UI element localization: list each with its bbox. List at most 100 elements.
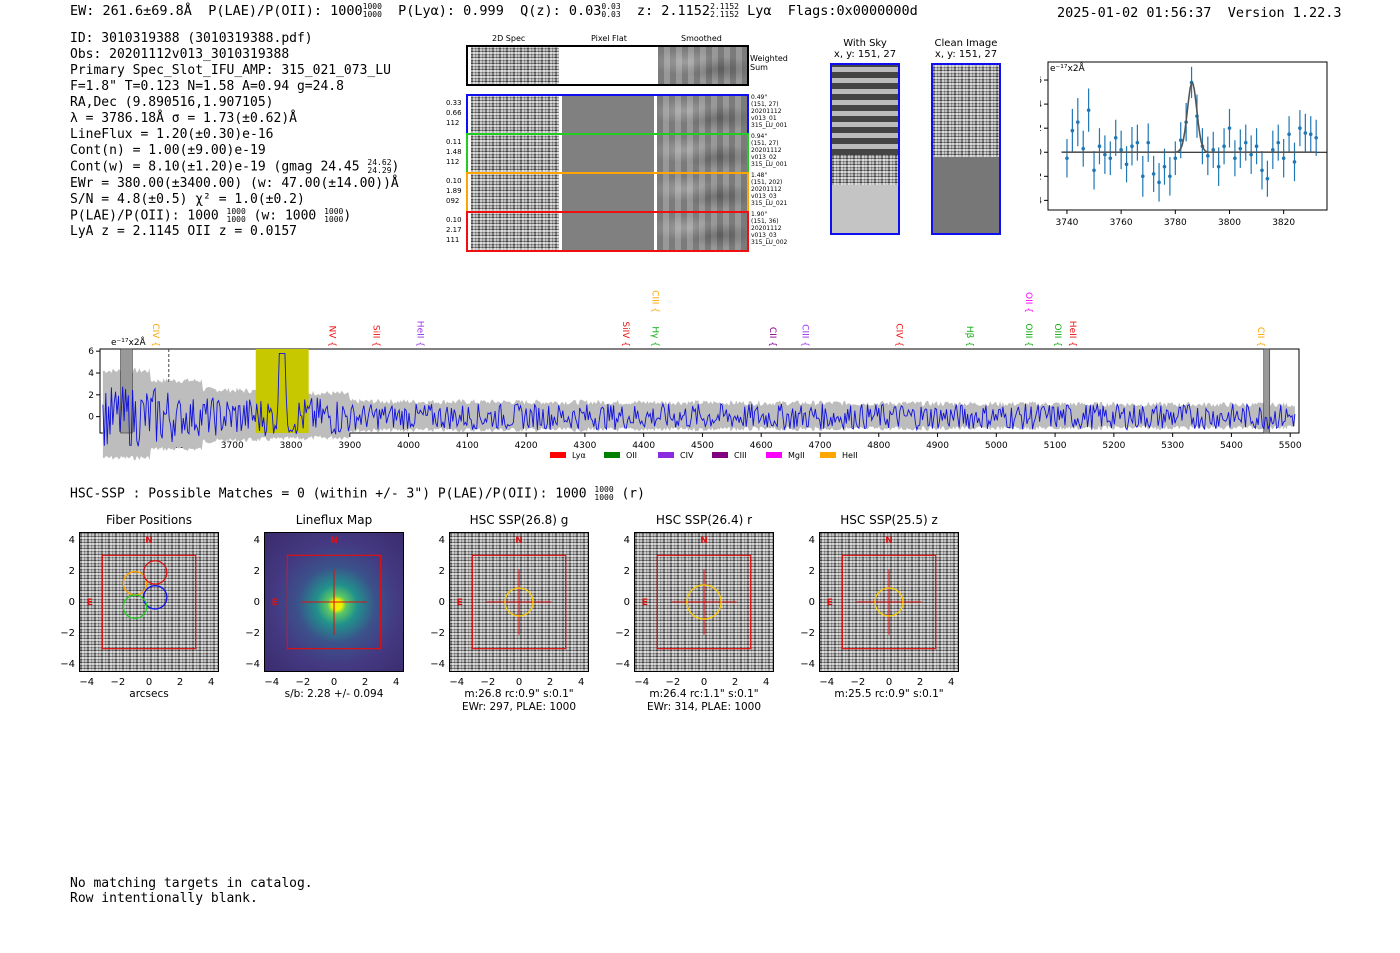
north-label: N [330, 536, 338, 546]
full-x-tick-label: 5400 [1220, 441, 1243, 451]
hsc-y-tick-label: 2 [69, 566, 75, 577]
cutout-right-value: 315_LU_021 [751, 200, 788, 207]
east-label: E [827, 598, 833, 608]
zoom-data-point [1113, 136, 1118, 140]
full-y-tick-label: 0 [88, 413, 94, 423]
info-lineflux: LineFlux = 1.20(±0.30)e-16 [70, 127, 274, 142]
hsc-x-tick-label: 4 [948, 677, 954, 688]
legend-label: MgII [788, 451, 805, 460]
search-box [286, 554, 382, 650]
cutout-left-value: 0.33 [446, 99, 462, 107]
cutout-smoothed [657, 96, 747, 133]
spectral-line-label: Hβ { [964, 326, 974, 347]
full-x-tick-label: 4300 [573, 441, 596, 451]
fiber-circle [122, 571, 148, 596]
cutout-right-value: 1.90" [751, 211, 768, 218]
hsc-y-tick-label: 2 [809, 566, 815, 577]
full-spectrum: CIV {NV {SiII {HeII {SiIV {CIII {Hγ {CII… [88, 290, 1302, 461]
cutout-smoothed [657, 213, 747, 250]
clean-noise [933, 65, 999, 157]
cutout-right-label: 1.90" (151, 36) 20201112 v013_03 315_LU_002 [751, 211, 787, 246]
zoom-y-tick-label: -4 [1040, 196, 1042, 206]
legend-swatch [658, 452, 674, 458]
hsc-x-tick-label: 0 [886, 677, 892, 688]
cutout-right-value: v013_03 [751, 232, 777, 239]
with-sky-title: With Sky x, y: 151, 27 [829, 38, 901, 60]
cutout-row [466, 133, 749, 174]
contw-text: Cont(w) = 8.10(±1.20)e-19 (gmag 24.45 [70, 159, 360, 175]
info-radec: RA,Dec (9.890516,1.907105) [70, 95, 274, 110]
east-label: E [272, 598, 278, 608]
cutout-right-value: 20201112 [751, 147, 782, 154]
hsc-panel-overlay: N E 4 2 0 −2 −4 −4 −2 0 2 4 [430, 535, 584, 688]
cutout-right-value: 0.94" [751, 133, 768, 140]
hsc-y-tick-label: 4 [439, 535, 445, 546]
full-x-tick-label: 4400 [632, 441, 655, 451]
weighted-sum-label: Weighted Sum [750, 54, 788, 72]
hsc-caption-line: m:26.8 rc:0.9" s:0.1" [464, 688, 574, 700]
legend-swatch [820, 452, 836, 458]
cutout-left-value: 0.66 [446, 109, 462, 117]
plae-w-hi: 1000 [324, 206, 344, 216]
cutout-left-value: 0.10 [446, 216, 462, 224]
full-x-tick-label: 5500 [1279, 441, 1302, 451]
cutout-smoothed [657, 174, 747, 211]
zoom-data-point [1130, 144, 1134, 149]
north-label: N [145, 536, 153, 546]
east-label: E [457, 598, 463, 608]
hsc-x-tick-label: 4 [208, 677, 214, 688]
hsc-y-tick-label: 4 [809, 535, 815, 546]
with-sky-noise [832, 65, 898, 155]
legend-swatch [550, 452, 566, 458]
contw-end: ) [391, 159, 400, 175]
cutout-left-value: 111 [446, 236, 460, 244]
with-sky-image [830, 63, 900, 235]
zoom-data-point [1292, 160, 1297, 164]
north-label: N [515, 536, 523, 546]
east-label: E [642, 598, 648, 608]
hsc-panel-title: HSC SSP(25.5) z [840, 513, 938, 527]
cutout-right-value: (151, 27) [751, 101, 779, 108]
zoom-data-point [1206, 154, 1210, 158]
hsc-panel-caption: arcsecs [59, 688, 239, 701]
with-sky-label: With Sky [843, 38, 887, 49]
zoom-fit-curve [1061, 81, 1317, 153]
hsc-y-tick-label: 4 [69, 535, 75, 546]
version: Version 1.22.3 [1227, 5, 1342, 21]
zoom-frame [1047, 61, 1328, 211]
cutout-2d [471, 174, 559, 211]
hsc-x-tick-label: 2 [547, 677, 553, 688]
cutout-left-label: 0.10 1.89 092 [446, 176, 462, 206]
error-envelope [102, 368, 1295, 461]
spectral-line-label: CIV { [150, 323, 160, 347]
cutout-left-value: 1.89 [446, 187, 462, 195]
hsc-caption-line: m:25.5 rc:0.9" s:0.1" [834, 688, 944, 700]
hsc-x-tick-label: 0 [331, 677, 337, 688]
cutout-left-value: 112 [446, 119, 460, 127]
full-x-tick-label: 3900 [338, 441, 361, 451]
zoom-data-point [1135, 140, 1140, 145]
ew-value: EW: 261.6±69.8Å [70, 3, 192, 19]
zoom-data-point [1254, 144, 1259, 149]
col-title-flat: Pixel Flat [591, 34, 627, 43]
spectral-line-label: CIII { [799, 324, 809, 347]
hsc-y-tick-label: −2 [615, 628, 630, 639]
zoom-data-point [1303, 131, 1308, 135]
north-label: N [885, 536, 893, 546]
full-x-tick-label: 5000 [985, 441, 1008, 451]
zoom-x-tick-label: 3740 [1056, 218, 1079, 228]
zoom-data-point [1103, 152, 1107, 157]
east-label: E [87, 598, 93, 608]
col-title-2d: 2D Spec [492, 34, 526, 43]
hsc-x-tick-label: −2 [111, 677, 126, 688]
spectral-line-label: SiIV { [620, 321, 630, 347]
info-block: ID: 3010319388 (3010319388.pdf) Obs: 202… [70, 31, 399, 240]
full-x-tick-label: 4500 [691, 441, 714, 451]
cutout-row [466, 211, 749, 252]
full-x-tick-label: 4000 [397, 441, 420, 451]
zoom-data-point [1276, 140, 1281, 145]
zoom-data [1061, 66, 1318, 202]
zoom-data-point [1157, 180, 1161, 185]
zoom-data-point [1233, 156, 1237, 161]
hsc-x-tick-label: −4 [79, 677, 94, 688]
